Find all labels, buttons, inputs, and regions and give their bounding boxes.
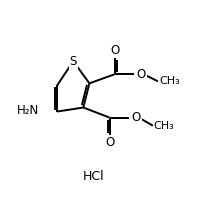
- Text: O: O: [109, 44, 119, 57]
- Text: H₂N: H₂N: [17, 104, 39, 117]
- Text: CH₃: CH₃: [158, 76, 179, 86]
- Text: CH₃: CH₃: [153, 121, 174, 131]
- Text: O: O: [136, 68, 145, 81]
- Text: O: O: [104, 136, 114, 149]
- Text: O: O: [131, 111, 140, 124]
- Text: S: S: [69, 55, 77, 68]
- Text: HCl: HCl: [82, 169, 104, 183]
